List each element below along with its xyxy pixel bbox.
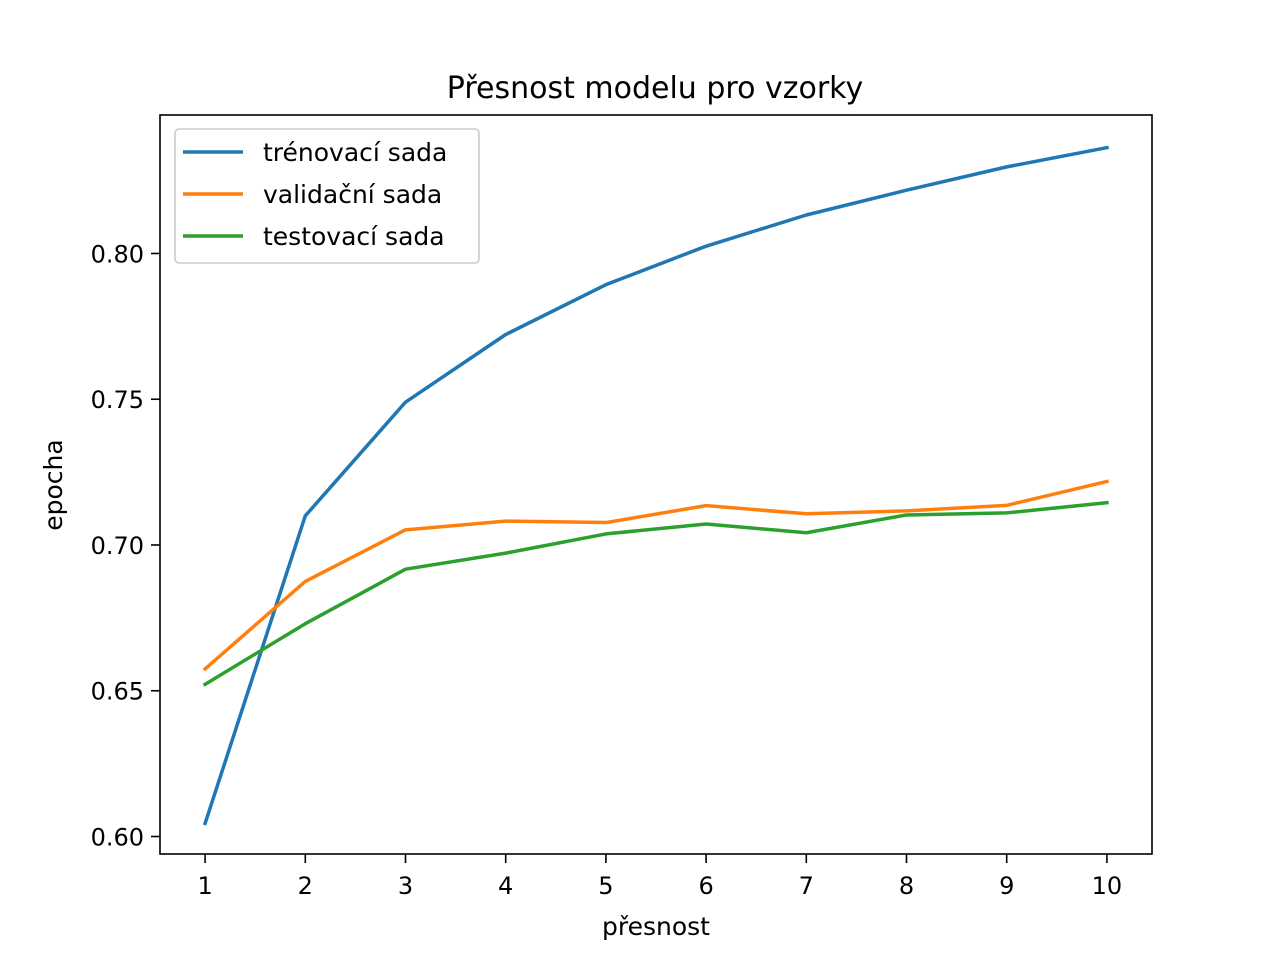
x-tick-label: 9 xyxy=(999,872,1014,900)
plot-lines xyxy=(202,145,1110,826)
legend-label-2: validační sada xyxy=(263,180,442,209)
plot-frame xyxy=(159,114,1153,855)
x-axis-label: přesnost xyxy=(602,912,710,941)
y-axis-label: epocha xyxy=(39,439,68,530)
x-tick-label: 1 xyxy=(197,872,212,900)
y-tick-label: 0.60 xyxy=(91,824,144,852)
x-tick-label: 8 xyxy=(899,872,914,900)
x-axis-ticks: 1 2 3 4 5 6 7 8 9 10 xyxy=(197,854,1122,900)
series-line-2 xyxy=(202,479,1110,672)
y-tick-label: 0.75 xyxy=(91,386,144,414)
y-tick-label: 0.80 xyxy=(91,240,144,268)
x-tick-label: 7 xyxy=(799,872,814,900)
x-tick-label: 5 xyxy=(598,872,613,900)
y-axis-ticks: 0.60 0.65 0.70 0.75 0.80 xyxy=(91,240,160,852)
series-line-1 xyxy=(202,145,1109,826)
x-tick-label: 10 xyxy=(1092,872,1123,900)
x-tick-label: 3 xyxy=(398,872,413,900)
series-line-3 xyxy=(202,500,1109,687)
y-tick-label: 0.70 xyxy=(91,532,144,560)
y-tick-label: 0.65 xyxy=(91,678,144,706)
legend-label-1: trénovací sada xyxy=(263,138,447,167)
legend-label-3: testovací sada xyxy=(263,222,445,251)
legend-box xyxy=(174,128,480,264)
x-tick-label: 6 xyxy=(698,872,713,900)
legend: trénovací sada validační sada testovací sa… xyxy=(174,128,480,264)
chart-title: Přesnost modelu pro vzorky xyxy=(447,71,863,106)
x-tick-label: 4 xyxy=(498,872,513,900)
x-tick-label: 2 xyxy=(298,872,313,900)
